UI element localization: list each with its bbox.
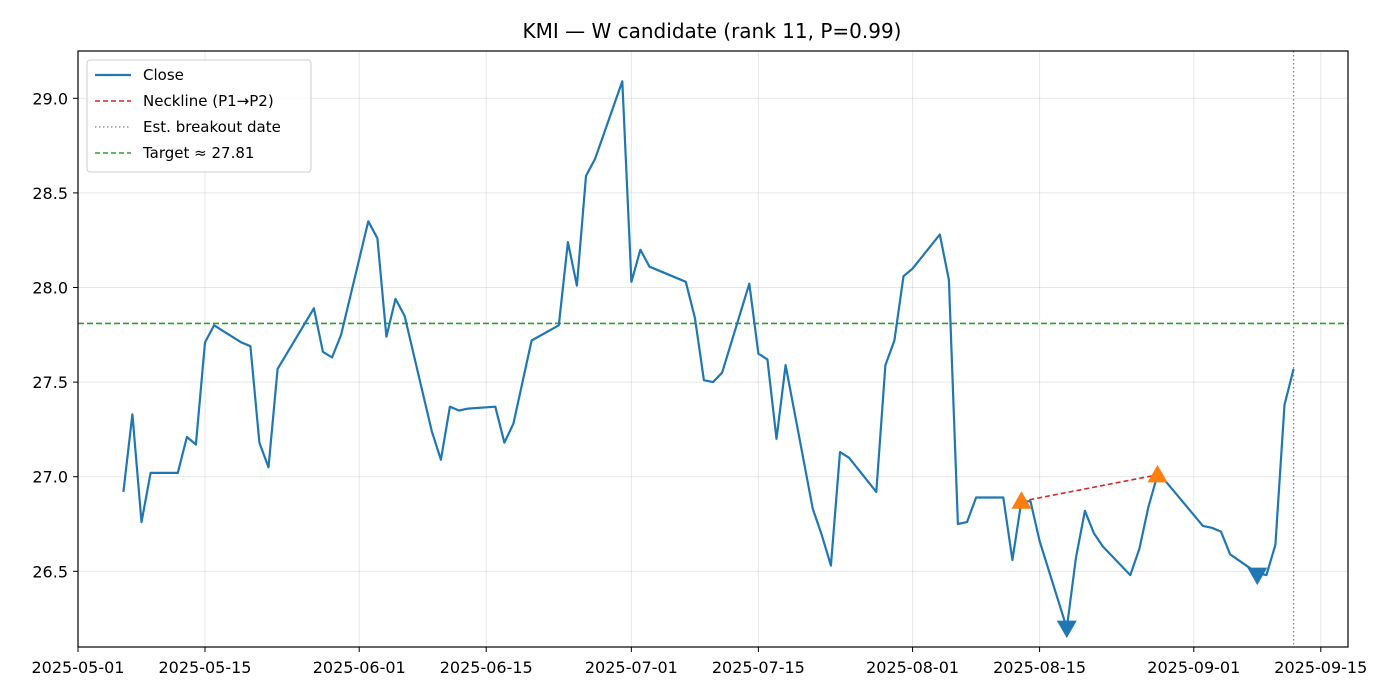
y-axis: 26.5 27.0 27.5 28.0 28.5 29.0 xyxy=(32,89,78,581)
trough-marker xyxy=(1056,620,1077,639)
legend: Close Neckline (P1→P2) Est. breakout date T… xyxy=(86,59,312,173)
x-tick-label: 2025-07-01 xyxy=(585,658,678,677)
marker-layer xyxy=(1011,464,1268,639)
y-tick-label: 28.0 xyxy=(32,279,68,298)
x-tick-label: 2025-08-01 xyxy=(866,658,959,677)
x-tick-label: 2025-09-15 xyxy=(1274,658,1367,677)
peak-marker xyxy=(1011,491,1032,509)
trough-marker xyxy=(1247,567,1268,586)
legend-item-target-label: Target ≈ 27.81 xyxy=(142,144,254,162)
y-tick-label: 27.0 xyxy=(32,468,68,487)
y-tick-label: 26.5 xyxy=(32,562,68,581)
x-tick-label: 2025-06-15 xyxy=(440,658,533,677)
plot-frame xyxy=(77,50,1349,648)
x-tick-label: 2025-05-01 xyxy=(32,658,125,677)
x-tick-label: 2025-09-01 xyxy=(1147,658,1240,677)
peak-marker xyxy=(1147,464,1168,483)
legend-box xyxy=(86,59,312,173)
legend-item-breakout-label: Est. breakout date xyxy=(143,118,281,136)
close-line xyxy=(122,80,1295,630)
y-tick-label: 29.0 xyxy=(32,89,68,108)
legend-item-close-label: Close xyxy=(143,66,184,84)
series-layer xyxy=(78,51,1348,647)
x-tick-label: 2025-05-15 xyxy=(159,658,252,677)
chart-title: KMI — W candidate (rank 11, P=0.99) xyxy=(523,19,902,43)
x-tick-label: 2025-08-15 xyxy=(993,658,1086,677)
x-tick-label: 2025-06-01 xyxy=(313,658,406,677)
y-tick-label: 28.5 xyxy=(32,184,68,203)
x-tick-label: 2025-07-15 xyxy=(712,658,805,677)
x-axis: 2025-05-01 2025-05-15 2025-06-01 2025-06-15… xyxy=(32,647,1367,677)
legend-item-neckline-label: Neckline (P1→P2) xyxy=(143,92,274,110)
neckline-line xyxy=(1021,474,1158,503)
y-tick-label: 27.5 xyxy=(32,373,68,392)
